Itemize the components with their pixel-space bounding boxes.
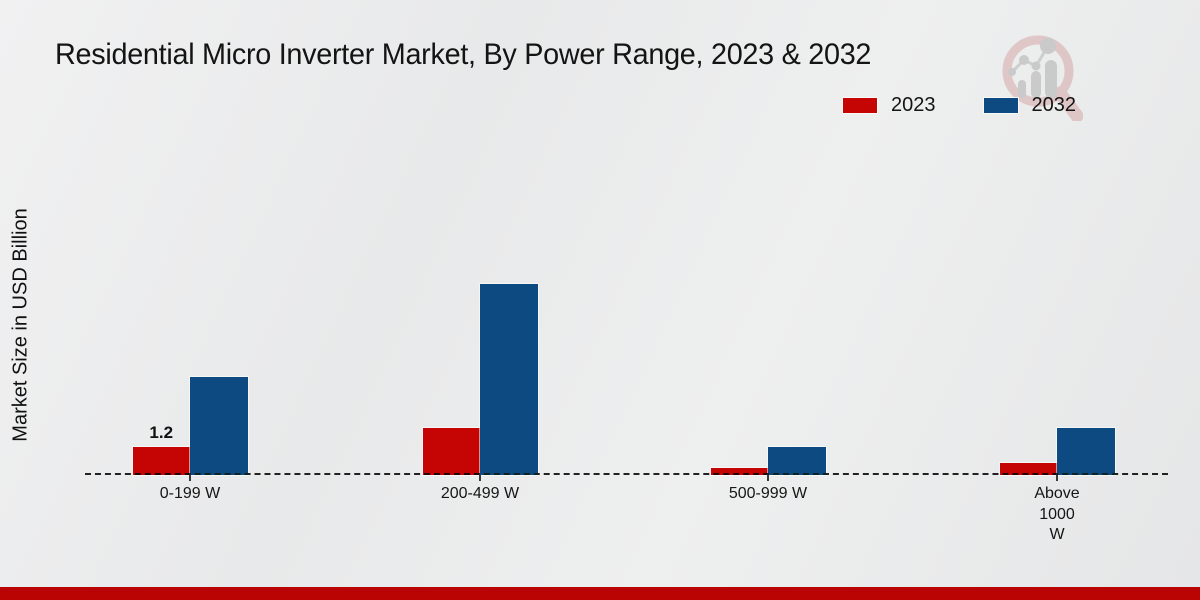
- bar-2032-200-499-w: [480, 283, 538, 475]
- bar-2023-0-199-w: [132, 447, 190, 475]
- x-tick-label: Above 1000 W: [1034, 485, 1080, 543]
- watermark-magnifier-logo: [1002, 35, 1083, 121]
- legend-item-2023: 2023: [843, 94, 936, 117]
- x-axis-tick: [189, 475, 191, 481]
- logo-trend-dot: [1031, 61, 1041, 71]
- bar-2032-0-199-w: [190, 377, 248, 475]
- logo-bar-mid: [1031, 71, 1041, 98]
- logo-trend-dot: [1040, 38, 1056, 54]
- logo-bar-tall: [1045, 60, 1057, 98]
- legend-swatch-2023: [843, 98, 877, 113]
- legend-label-2023: 2023: [891, 94, 936, 116]
- x-axis-tick: [767, 475, 769, 481]
- bar-2032-above-1000-w: [1057, 428, 1115, 475]
- magnifier-ring: [1002, 35, 1074, 107]
- bar-2023-500-999-w: [710, 468, 768, 475]
- logo-trend-dot: [1019, 55, 1029, 65]
- x-tick-label: 0-199 W: [159, 485, 221, 502]
- logo-bar-small: [1018, 80, 1026, 98]
- magnifier-handle: [1053, 86, 1083, 121]
- bar-value-label: 1.2: [149, 423, 174, 442]
- bar-2023-200-499-w: [422, 428, 480, 475]
- legend-item-2032: 2032: [983, 94, 1077, 117]
- bar-2023-above-1000-w: [999, 463, 1057, 475]
- bottom-red-band: [0, 587, 1200, 600]
- legend-swatch-2032: [983, 98, 1018, 113]
- legend: 2023 2032: [843, 94, 1076, 117]
- logo-trend-line: [1010, 45, 1050, 74]
- x-tick-label: 500-999 W: [728, 485, 808, 502]
- x-axis-line: [85, 473, 1168, 475]
- x-axis-tick: [1056, 475, 1058, 481]
- x-axis-tick: [479, 475, 481, 481]
- x-tick-label: 200-499 W: [440, 485, 520, 502]
- legend-label-2032: 2032: [1031, 94, 1077, 116]
- logo-trend-dot: [1008, 68, 1016, 76]
- chart-title: Residential Micro Inverter Market, By Po…: [55, 38, 872, 71]
- bar-2032-500-999-w: [768, 447, 826, 475]
